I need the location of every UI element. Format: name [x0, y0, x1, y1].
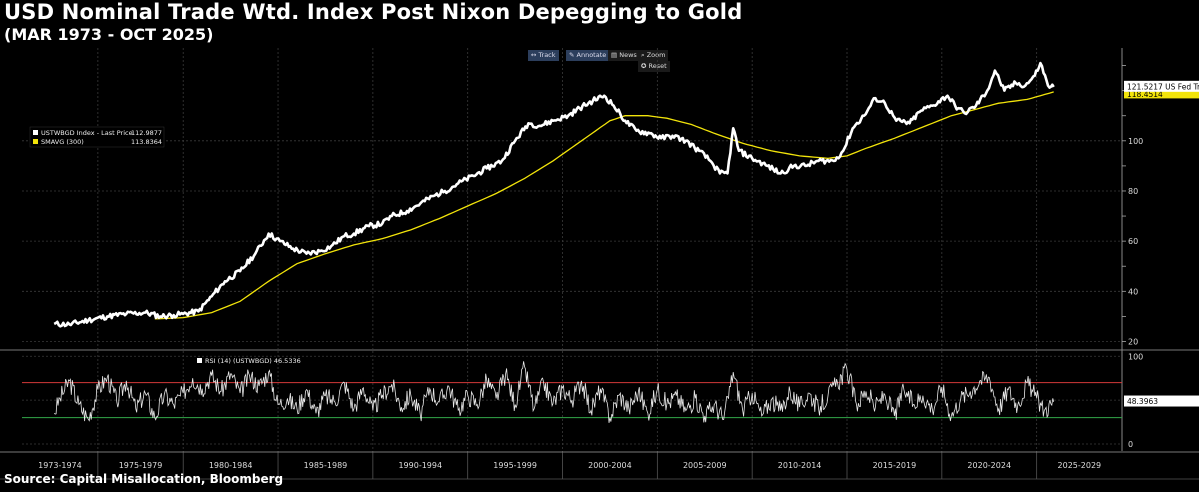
sma-tag-label: 118.4514: [1127, 90, 1163, 99]
rsi-tag-bg: [1124, 395, 1199, 407]
y-tick-label: 60: [1128, 237, 1138, 246]
rsi-line: [53, 361, 1055, 423]
rsi-tag-label: 48.3963: [1127, 397, 1158, 406]
legend-label-sma: SMAVG (300): [41, 138, 84, 146]
rsi-legend[interactable]: RSI (14) (USTWBGD) 46.5336: [197, 357, 301, 365]
x-tick-label: 2020-2024: [967, 461, 1011, 470]
x-tick-label: 1975-1979: [119, 461, 163, 470]
x-tick-label: 1995-1999: [493, 461, 537, 470]
rsi-reference-lines: [22, 382, 1122, 419]
x-tick-label: 1985-1989: [304, 461, 348, 470]
source-note: Source: Capital Misallocation, Bloomberg: [4, 472, 284, 486]
price-tag-bg: [1124, 80, 1199, 92]
zoom-button[interactable]: ⌕ Zoom: [638, 50, 669, 61]
annotate-icon: ✎: [569, 51, 577, 59]
rsi-y-tick-label: 100: [1128, 352, 1143, 361]
legend-swatch-price: [33, 130, 38, 135]
x-tick-label: 2015-2019: [873, 461, 917, 470]
legend-swatch-sma: [33, 139, 38, 144]
x-tick-label: 2000-2004: [588, 461, 632, 470]
chart-title: USD Nominal Trade Wtd. Index Post Nixon …: [4, 0, 743, 24]
legend-box: [29, 126, 165, 148]
sma-tag-bg: [1124, 89, 1199, 99]
x-tick-label: 1973-1974: [38, 461, 82, 470]
series-layer: [53, 61, 1055, 423]
legend-label-rsi: RSI (14) (USTWBGD) 46.5336: [205, 357, 301, 365]
annotate-button[interactable]: ✎ Annotate: [566, 50, 610, 61]
zoom-icon: ⌕: [641, 51, 647, 59]
x-tick-label: 2005-2009: [683, 461, 727, 470]
news-icon: ▤: [611, 51, 620, 59]
y-tick-label: 40: [1128, 287, 1138, 296]
legend-label-price: USTWBGD Index - Last Price: [41, 129, 133, 137]
sma-300-line: [154, 91, 1054, 320]
legend-value-sma: 113.8364: [131, 138, 162, 146]
y-tick-label: 80: [1128, 187, 1138, 196]
price-tag-label: 121.5217 US Fed Tr: [1127, 82, 1199, 91]
x-tick-label: 1990-1994: [398, 461, 442, 470]
y-tick-label: 20: [1128, 337, 1138, 346]
x-tick-label: 2010-2014: [778, 461, 822, 470]
legend-swatch-rsi: [197, 358, 202, 363]
y-tick-label: 100: [1128, 137, 1143, 146]
price-line: [53, 61, 1055, 328]
x-tick-label: 2025-2029: [1058, 461, 1102, 470]
reset-icon: ✪: [641, 62, 649, 70]
legend-value-price: 112.9877: [131, 129, 162, 137]
news-button[interactable]: ▤ News: [608, 50, 640, 61]
track-icon: ↔: [531, 51, 539, 59]
track-button[interactable]: ↔ Track: [528, 50, 559, 61]
chart-subtitle: (MAR 1973 - OCT 2025): [4, 25, 214, 44]
x-tick-label: 1980-1984: [209, 461, 253, 470]
rsi-y-tick-label: 0: [1128, 440, 1133, 449]
panel-frames: [0, 48, 1199, 480]
axes-layer: 204060801000501001973-19741975-19791980-…: [38, 65, 1143, 470]
